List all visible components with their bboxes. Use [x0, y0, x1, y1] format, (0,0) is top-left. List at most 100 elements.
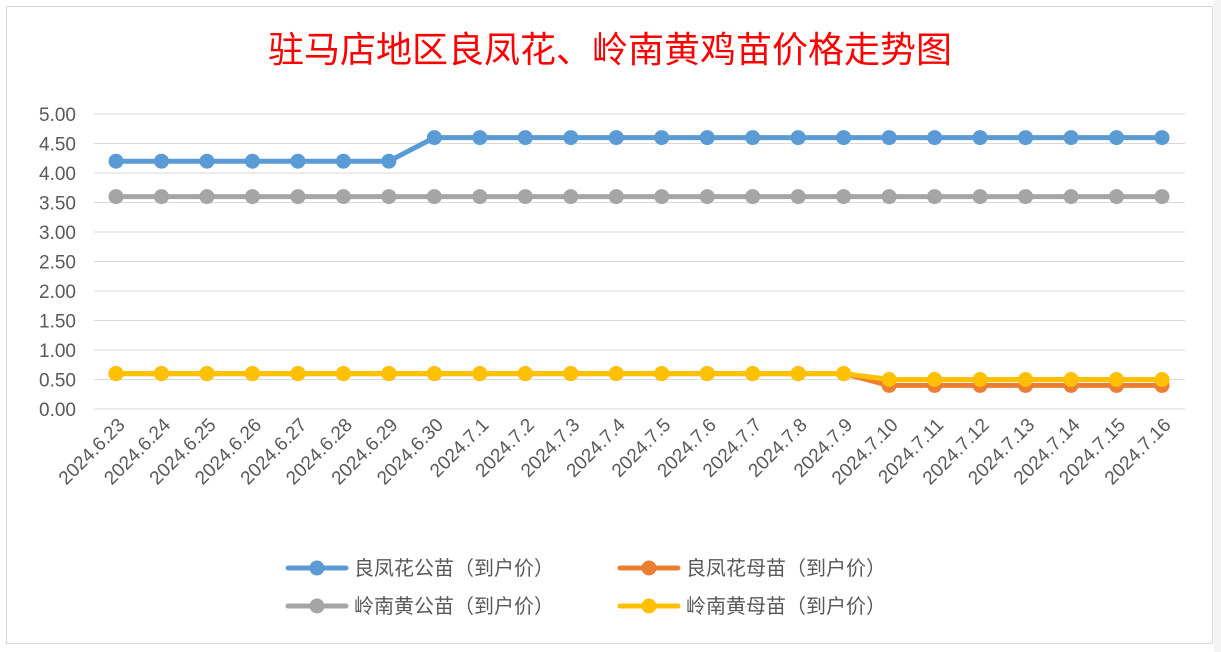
data-point-0-8 [472, 130, 488, 146]
data-point-3-0 [108, 366, 124, 382]
data-point-0-5 [335, 153, 351, 169]
data-point-0-2 [199, 153, 215, 169]
legend: 良凤花公苗（到户价） 良凤花母苗（到户价） 岭南黄公苗（到户价） 岭南黄母苗（到户价） [285, 556, 886, 618]
data-point-3-12 [654, 366, 670, 382]
data-point-2-22 [1109, 189, 1125, 205]
y-tick-label-4: 2.00 [39, 282, 76, 303]
legend-marker-3 [641, 598, 657, 614]
data-point-0-16 [836, 130, 852, 146]
data-point-3-1 [153, 366, 169, 382]
data-point-2-14 [745, 189, 761, 205]
data-point-3-10 [563, 366, 579, 382]
data-point-3-9 [517, 366, 533, 382]
data-point-0-20 [1018, 130, 1034, 146]
legend-label-0: 良凤花公苗（到户价） [354, 556, 554, 580]
data-point-0-10 [563, 130, 579, 146]
data-point-2-15 [790, 189, 806, 205]
legend-item-1: 良凤花母苗（到户价） [617, 556, 886, 580]
data-point-2-20 [1018, 189, 1034, 205]
data-point-2-16 [836, 189, 852, 205]
data-point-0-6 [381, 153, 397, 169]
data-point-3-6 [381, 366, 397, 382]
data-point-2-10 [563, 189, 579, 205]
y-tick-label-7: 3.50 [39, 194, 76, 215]
data-point-3-5 [335, 366, 351, 382]
data-point-2-11 [608, 189, 624, 205]
series-0 [108, 130, 1170, 169]
data-point-0-1 [153, 153, 169, 169]
data-point-3-8 [472, 366, 488, 382]
data-point-2-9 [517, 189, 533, 205]
data-point-0-11 [608, 130, 624, 146]
data-point-3-15 [790, 366, 806, 382]
data-point-0-3 [244, 153, 260, 169]
legend-marker-2 [309, 598, 325, 614]
data-point-0-4 [290, 153, 306, 169]
data-point-3-14 [745, 366, 761, 382]
legend-item-3: 岭南黄母苗（到户价） [617, 594, 886, 618]
data-point-2-1 [153, 189, 169, 205]
data-point-3-21 [1063, 372, 1079, 387]
data-point-2-21 [1063, 189, 1079, 205]
series-line-3 [113, 371, 1165, 382]
data-point-0-17 [881, 130, 897, 146]
data-point-0-18 [927, 130, 943, 146]
data-point-3-7 [426, 366, 442, 382]
data-point-0-7 [426, 130, 442, 146]
sheet-edge [1214, 0, 1221, 652]
gridlines [94, 113, 1185, 410]
data-point-3-4 [290, 366, 306, 382]
series-3 [108, 366, 1170, 387]
series-2 [108, 189, 1170, 205]
x-axis-ticks: 2024.6.232024.6.242024.6.252024.6.262024… [55, 414, 1176, 489]
data-point-2-0 [108, 189, 124, 205]
legend-item-2: 岭南黄公苗（到户价） [285, 594, 554, 618]
data-point-0-9 [517, 130, 533, 146]
legend-label-3: 岭南黄母苗（到户价） [686, 594, 886, 618]
data-point-3-16 [836, 366, 852, 382]
data-point-0-15 [790, 130, 806, 146]
data-point-2-19 [972, 189, 988, 205]
data-point-3-17 [881, 372, 897, 387]
data-point-0-19 [972, 130, 988, 146]
data-point-3-18 [927, 372, 943, 387]
series-group [108, 130, 1170, 393]
data-point-0-23 [1154, 130, 1170, 146]
data-point-2-12 [654, 189, 670, 205]
y-axis-ticks: 0.00 0.50 1.00 1.50 2.00 2.50 3.00 3.50 4.00 4.50… [39, 105, 76, 421]
y-tick-label-0: 0.00 [39, 400, 76, 421]
data-point-3-3 [244, 366, 260, 382]
y-tick-label-10: 5.00 [39, 105, 76, 126]
chart-title: 驻马店地区良凤花、岭南黄鸡苗价格走势图 [268, 30, 952, 71]
y-tick-label-8: 4.00 [39, 164, 76, 185]
y-tick-label-9: 4.50 [39, 135, 76, 156]
chart-area [6, 6, 1213, 644]
data-point-0-22 [1109, 130, 1125, 146]
legend-marker-0 [309, 560, 325, 576]
data-point-2-5 [335, 189, 351, 205]
data-point-0-14 [745, 130, 761, 146]
data-point-0-12 [654, 130, 670, 146]
data-point-2-13 [699, 189, 715, 205]
y-tick-label-6: 3.00 [39, 223, 76, 244]
y-tick-label-3: 1.50 [39, 312, 76, 333]
data-point-0-13 [699, 130, 715, 146]
data-point-3-22 [1109, 372, 1125, 387]
data-point-2-8 [472, 189, 488, 205]
data-point-2-6 [381, 189, 397, 205]
y-tick-label-5: 2.50 [39, 253, 76, 274]
data-point-3-19 [972, 372, 988, 387]
y-tick-label-1: 0.50 [39, 371, 76, 392]
data-point-2-3 [244, 189, 260, 205]
legend-label-2: 岭南黄公苗（到户价） [354, 594, 554, 618]
series-line-0 [113, 135, 1165, 164]
data-point-0-0 [108, 153, 124, 169]
data-point-3-20 [1018, 372, 1034, 387]
data-point-3-23 [1154, 372, 1170, 387]
legend-marker-1 [641, 560, 657, 576]
data-point-2-23 [1154, 189, 1170, 205]
legend-item-0: 良凤花公苗（到户价） [285, 556, 554, 580]
data-point-2-17 [881, 189, 897, 205]
data-point-2-18 [927, 189, 943, 205]
